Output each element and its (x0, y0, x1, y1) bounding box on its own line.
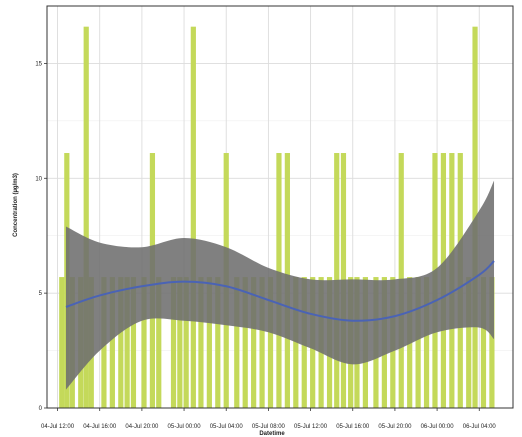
x-axis-title: Datetime (259, 431, 285, 437)
x-tick-label: 05-Jul 04:00 (210, 424, 244, 430)
bar (130, 277, 137, 408)
bar (480, 277, 487, 408)
bar (293, 277, 299, 408)
bar (141, 277, 147, 408)
bar (466, 277, 472, 408)
x-tick-label: 04-Jul 20:00 (125, 424, 159, 430)
smooth-line (65, 260, 495, 322)
bar (124, 277, 130, 408)
bar (59, 277, 65, 408)
x-tick-label: 05-Jul 20:00 (378, 424, 412, 430)
bar (259, 277, 265, 408)
bar (198, 277, 204, 408)
bar (190, 26, 196, 408)
bar (215, 277, 221, 408)
x-tick-label: 04-Jul 12:00 (41, 424, 75, 430)
bar (156, 277, 162, 408)
bar (118, 277, 124, 408)
confidence-band (65, 180, 495, 390)
y-tick-label: 10 (35, 176, 42, 182)
bar (242, 277, 248, 408)
x-tick-label: 05-Jul 08:00 (252, 424, 286, 430)
bar (183, 277, 189, 408)
x-tick-label: 06-Jul 04:00 (463, 424, 497, 430)
trend-line (65, 260, 495, 322)
plot-border (46, 5, 514, 409)
y-tick-label: 0 (39, 406, 43, 412)
bar (234, 277, 240, 408)
bar (83, 26, 89, 408)
ci-band (65, 180, 495, 390)
axes: 0 5 10 15 04-Jul 12:00 04-Jul 16:00 04-Jul 20:… (35, 5, 514, 430)
bar (267, 277, 274, 408)
bar (206, 277, 212, 408)
bar (170, 277, 177, 408)
y-tick-label: 5 (39, 291, 43, 297)
bar (415, 277, 421, 408)
x-tick-label: 05-Jul 00:00 (168, 424, 202, 430)
x-tick-label: 05-Jul 16:00 (336, 424, 370, 430)
x-tick-label: 05-Jul 12:00 (294, 424, 328, 430)
y-axis-title: Concentration (µg/m3) (13, 173, 19, 237)
bar (109, 277, 115, 408)
bar (423, 277, 430, 408)
bar (177, 277, 183, 408)
x-tick-label: 06-Jul 00:00 (421, 424, 455, 430)
bar (251, 277, 257, 408)
x-tick-label: 04-Jul 16:00 (83, 424, 117, 430)
bar (489, 277, 495, 408)
y-tick-label: 15 (35, 61, 42, 67)
